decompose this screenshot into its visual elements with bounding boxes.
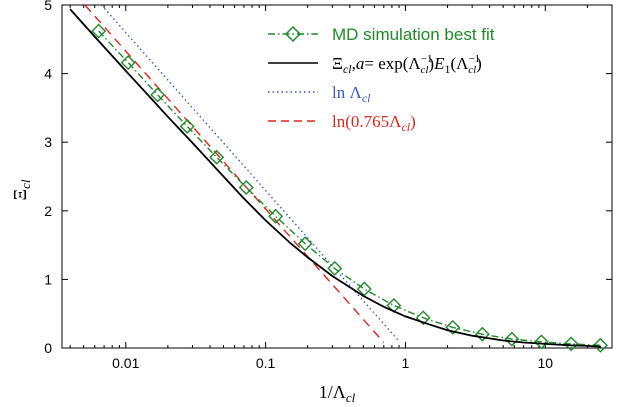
- y-axis-label: Ξcl: [10, 179, 33, 200]
- md-diamond-marker: [150, 87, 166, 103]
- legend: MD simulation best fit Ξcl,a= exp(Λ−1 cl)…: [268, 25, 495, 134]
- y-tick-label: 0: [44, 340, 52, 356]
- y-tick-label: 4: [44, 66, 52, 82]
- y-tick-label: 3: [44, 134, 52, 150]
- x-axis-label: 1/Λcl: [319, 382, 356, 405]
- legend-label-ln-scaled: ln(0.765Λcl): [332, 112, 416, 134]
- md-diamond-marker: [179, 118, 195, 134]
- md-diamond-marker: [563, 336, 579, 352]
- md-diamond-marker: [268, 208, 284, 224]
- md-diamond-marker: [533, 334, 549, 350]
- legend-entry-exact: Ξcl,a= exp(Λ−1 cl)E1(Λ−1 cl): [268, 53, 482, 76]
- series-line-1: [69, 8, 601, 348]
- legend-label-exact: Ξcl,a= exp(Λ−1 cl)E1(Λ−1 cl): [332, 53, 482, 76]
- legend-label-md: MD simulation best fit: [332, 25, 495, 44]
- axis-ticks: 0.01 0.1 1 10 0 1 2 3 4 5: [44, 0, 613, 371]
- md-diamond-marker: [445, 319, 461, 335]
- md-diamond-marker: [504, 331, 520, 347]
- y-tick-label: 5: [44, 0, 52, 13]
- x-tick-label: 0.1: [256, 355, 276, 371]
- md-diamond-marker: [297, 236, 313, 252]
- series-line-2: [100, 5, 400, 342]
- md-diamond-marker: [474, 326, 490, 342]
- legend-entry-md: MD simulation best fit: [268, 25, 495, 44]
- plot-area: [61, 4, 613, 349]
- legend-label-ln: ln Λcl: [332, 83, 371, 105]
- md-diamond-marker: [327, 260, 343, 276]
- legend-diamond-marker: [284, 25, 302, 43]
- legend-entry-ln: ln Λcl: [268, 83, 371, 105]
- y-tick-label: 2: [44, 203, 52, 219]
- series-group: [69, 5, 608, 353]
- y-tick-label: 1: [44, 271, 52, 287]
- series-line-0: [98, 30, 601, 346]
- legend-entry-ln-scaled: ln(0.765Λcl): [268, 112, 416, 134]
- x-tick-label: 1: [402, 355, 410, 371]
- x-tick-label: 0.01: [112, 355, 139, 371]
- md-diamond-marker: [415, 310, 431, 326]
- series-line-3: [84, 5, 385, 343]
- md-diamond-marker: [238, 179, 254, 195]
- x-tick-label: 10: [537, 355, 553, 371]
- md-diamond-marker: [209, 149, 225, 165]
- md-diamond-marker: [592, 337, 608, 353]
- md-diamond-marker: [91, 23, 107, 39]
- md-diamond-marker: [120, 55, 136, 71]
